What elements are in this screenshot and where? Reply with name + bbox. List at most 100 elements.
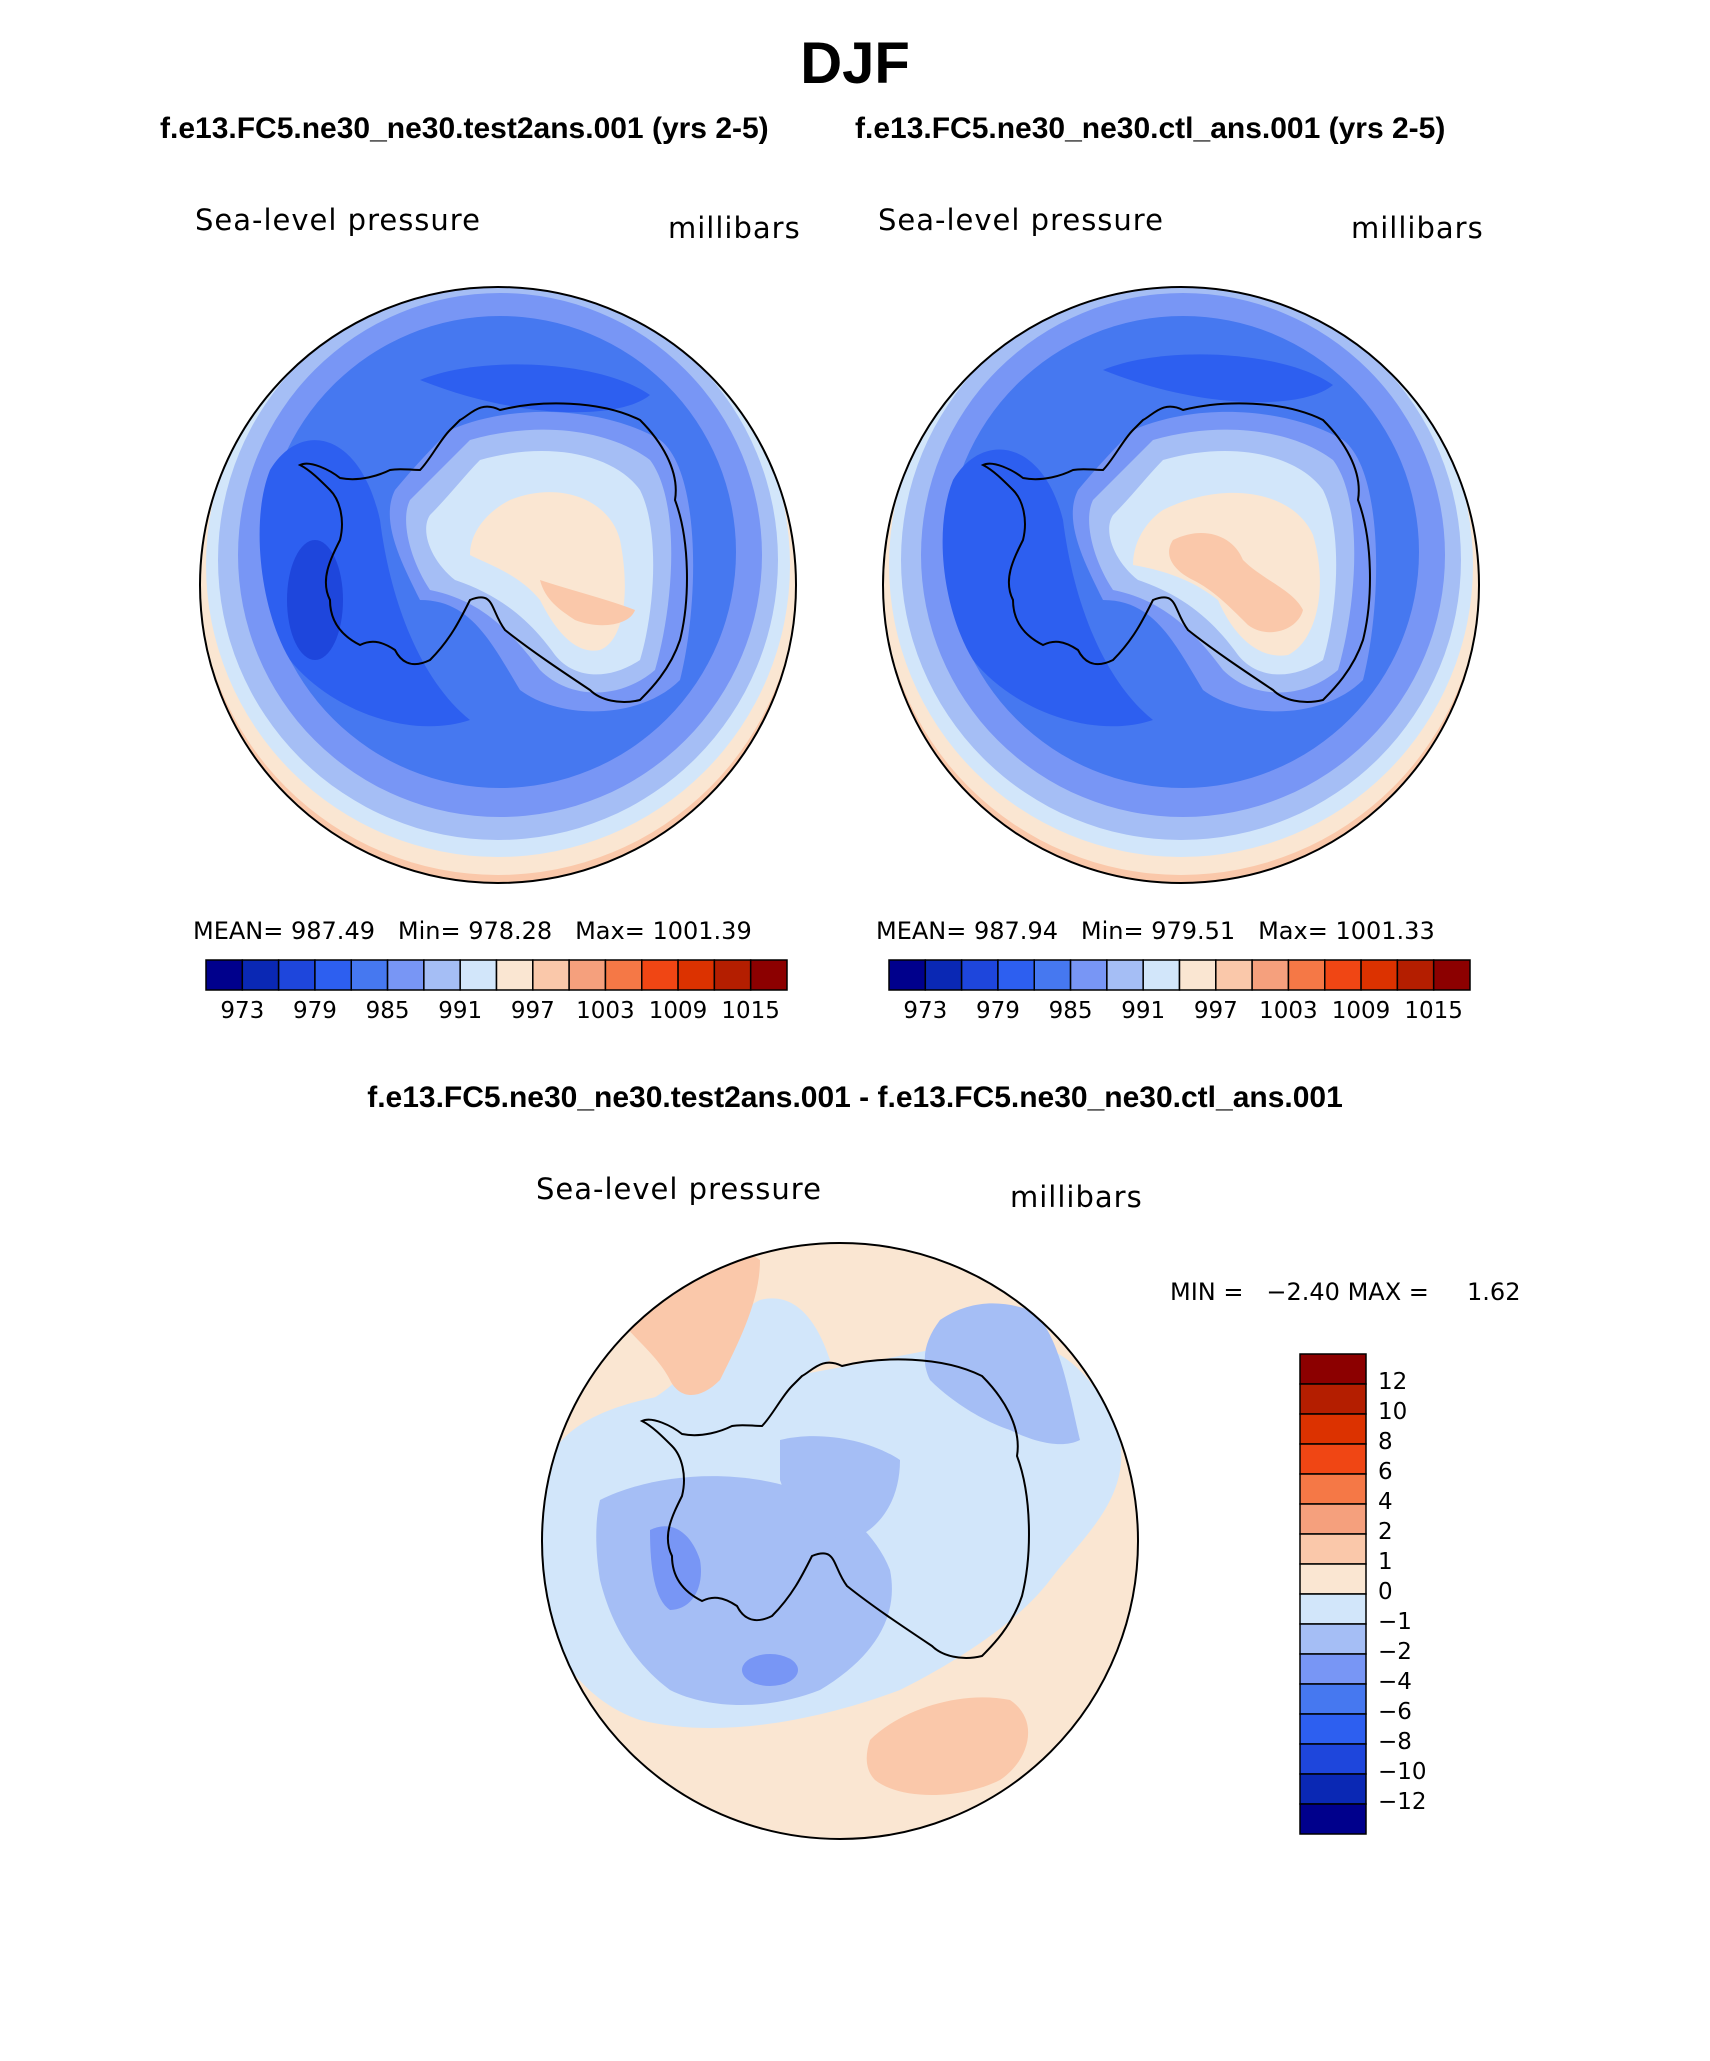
test-colorbar-cell	[459, 959, 498, 991]
difference-colorbar-tick-label: 12	[1378, 1369, 1408, 1395]
control-colorbar-cell	[1215, 959, 1253, 991]
difference-colorbar-tick-label: 2	[1378, 1519, 1393, 1545]
test-mean-value: 987.49	[291, 917, 375, 945]
control-colorbar-cell	[1069, 959, 1108, 991]
difference-colorbar-cell	[1299, 1563, 1367, 1595]
test-colorbar-cell	[423, 959, 461, 991]
test-max-value: 1001.39	[652, 917, 752, 945]
test-antarctica-coastline	[297, 402, 688, 703]
control-colorbar-tick-label: 1015	[1404, 998, 1463, 1024]
difference-colorbar-cell	[1299, 1593, 1367, 1625]
test-colorbar-tick-label: 991	[438, 998, 483, 1024]
difference-colorbar-tick-label: 0	[1378, 1579, 1393, 1605]
difference-colorbar-cell	[1299, 1773, 1367, 1805]
control-min-value: 979.51	[1151, 917, 1236, 945]
difference-colorbar-cell	[1299, 1443, 1367, 1475]
difference-colorbar-tick-label: −4	[1378, 1669, 1412, 1695]
control-colorbar-cell	[1287, 959, 1326, 991]
difference-stats: MIN = −2.40 MAX = 1.62	[1170, 1278, 1520, 1306]
control-colorbar-cell	[1106, 959, 1144, 991]
page-title: DJF	[800, 31, 910, 96]
test-colorbar-tick-label: 1003	[576, 998, 635, 1024]
control-stats: MEAN= 987.94 Min= 979.51 Max= 1001.33	[876, 917, 1435, 945]
test-min-label: Min=	[397, 917, 461, 945]
control-colorbar-tick-label: 985	[1048, 998, 1093, 1024]
control-colorbar-cell	[997, 959, 1035, 991]
control-colorbar-tick-label: 991	[1121, 998, 1166, 1024]
test-colorbar-tick-label: 997	[510, 998, 555, 1024]
test-colorbar-tick-label: 979	[292, 998, 337, 1024]
test-colorbar-cell	[350, 959, 389, 991]
control-colorbar-cell	[924, 959, 963, 991]
control-map	[883, 287, 1479, 883]
control-colorbar-cell	[1033, 959, 1072, 991]
difference-colorbar-cell	[1299, 1743, 1367, 1775]
control-colorbar-tick-label: 1003	[1259, 998, 1318, 1024]
difference-colorbar-cell	[1299, 1623, 1367, 1655]
control-colorbar	[888, 959, 1471, 991]
control-colorbar-cell	[1360, 959, 1399, 991]
difference-max-label: MAX =	[1347, 1278, 1429, 1306]
control-mean-label: MEAN=	[876, 917, 967, 945]
difference-colorbar-tick-label: −8	[1378, 1729, 1412, 1755]
difference-colorbar-cell	[1299, 1383, 1367, 1415]
test-colorbar-cell	[386, 959, 425, 991]
control-min-label: Min=	[1080, 917, 1144, 945]
difference-colorbar-tick-label: −1	[1378, 1609, 1412, 1635]
difference-colorbar	[1299, 1353, 1367, 1835]
control-colorbar-cell	[1251, 959, 1290, 991]
difference-min-value: −2.40	[1266, 1278, 1340, 1306]
control-colorbar-cell	[1396, 959, 1435, 991]
control-colorbar-cell	[888, 959, 927, 991]
test-colorbar-cell	[677, 959, 716, 991]
test-colorbar-cell	[713, 959, 752, 991]
test-map	[200, 287, 796, 883]
difference-colorbar-tick-label: −6	[1378, 1699, 1412, 1725]
control-map-boundary	[882, 286, 1480, 884]
test-colorbar-tick-label: 1009	[648, 998, 708, 1024]
difference-max-value: 1.62	[1467, 1278, 1521, 1306]
control-mean-value: 987.94	[974, 917, 1058, 945]
control-max-label: Max=	[1258, 917, 1328, 945]
difference-case-title: f.e13.FC5.ne30_ne30.test2ans.001 - f.e13…	[367, 1081, 1343, 1114]
difference-colorbar-cell	[1299, 1653, 1367, 1685]
test-stats: MEAN= 987.49 Min= 978.28 Max= 1001.39	[193, 917, 752, 945]
test-colorbar-cell	[532, 959, 570, 991]
difference-colorbar-cell	[1299, 1803, 1367, 1835]
test-colorbar-cell	[495, 959, 534, 991]
test-max-label: Max=	[575, 917, 645, 945]
difference-map	[542, 1243, 1138, 1839]
control-variable-label: Sea-level pressure	[878, 203, 1164, 237]
difference-colorbar-tick-label: 10	[1378, 1399, 1408, 1425]
difference-colorbar-tick-label: 6	[1378, 1459, 1393, 1485]
difference-colorbar-cell	[1299, 1503, 1367, 1535]
difference-colorbar-cell	[1299, 1533, 1367, 1565]
difference-colorbar-tick-label: 1	[1378, 1549, 1393, 1575]
test-units-label: millibars	[668, 211, 801, 245]
test-colorbar-cell	[205, 959, 244, 991]
test-colorbar-cell	[749, 959, 788, 991]
test-variable-label: Sea-level pressure	[195, 203, 481, 237]
difference-colorbar-cell	[1299, 1713, 1367, 1745]
test-colorbar-tick-label: 1015	[721, 998, 780, 1024]
test-colorbar-cell	[241, 959, 280, 991]
control-max-value: 1001.33	[1335, 917, 1435, 945]
test-mean-label: MEAN=	[193, 917, 284, 945]
control-antarctica-coastline	[980, 402, 1371, 703]
difference-map-boundary	[541, 1242, 1139, 1840]
test-colorbar-cell	[641, 959, 679, 991]
difference-colorbar-cell	[1299, 1683, 1367, 1715]
difference-units-label: millibars	[1010, 1180, 1143, 1214]
control-colorbar-tick-label: 997	[1193, 998, 1238, 1024]
difference-colorbar-tick-label: −2	[1378, 1639, 1412, 1665]
control-colorbar-cell	[1324, 959, 1362, 991]
difference-variable-label: Sea-level pressure	[536, 1172, 822, 1206]
test-colorbar	[205, 959, 788, 991]
test-colorbar-cell	[568, 959, 607, 991]
difference-colorbar-cell	[1299, 1353, 1367, 1385]
difference-colorbar-cell	[1299, 1473, 1367, 1505]
difference-antarctica-coastline	[639, 1358, 1030, 1659]
test-case-title: f.e13.FC5.ne30_ne30.test2ans.001 (yrs 2-…	[160, 112, 769, 145]
control-colorbar-tick-label: 979	[975, 998, 1020, 1024]
